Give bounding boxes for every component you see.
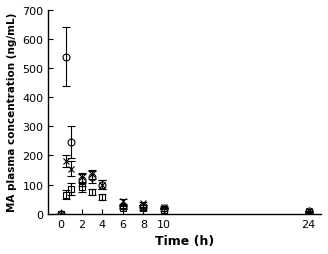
Y-axis label: MA plasma concentration (ng/mL): MA plasma concentration (ng/mL) — [7, 13, 17, 212]
X-axis label: Time (h): Time (h) — [155, 234, 215, 247]
